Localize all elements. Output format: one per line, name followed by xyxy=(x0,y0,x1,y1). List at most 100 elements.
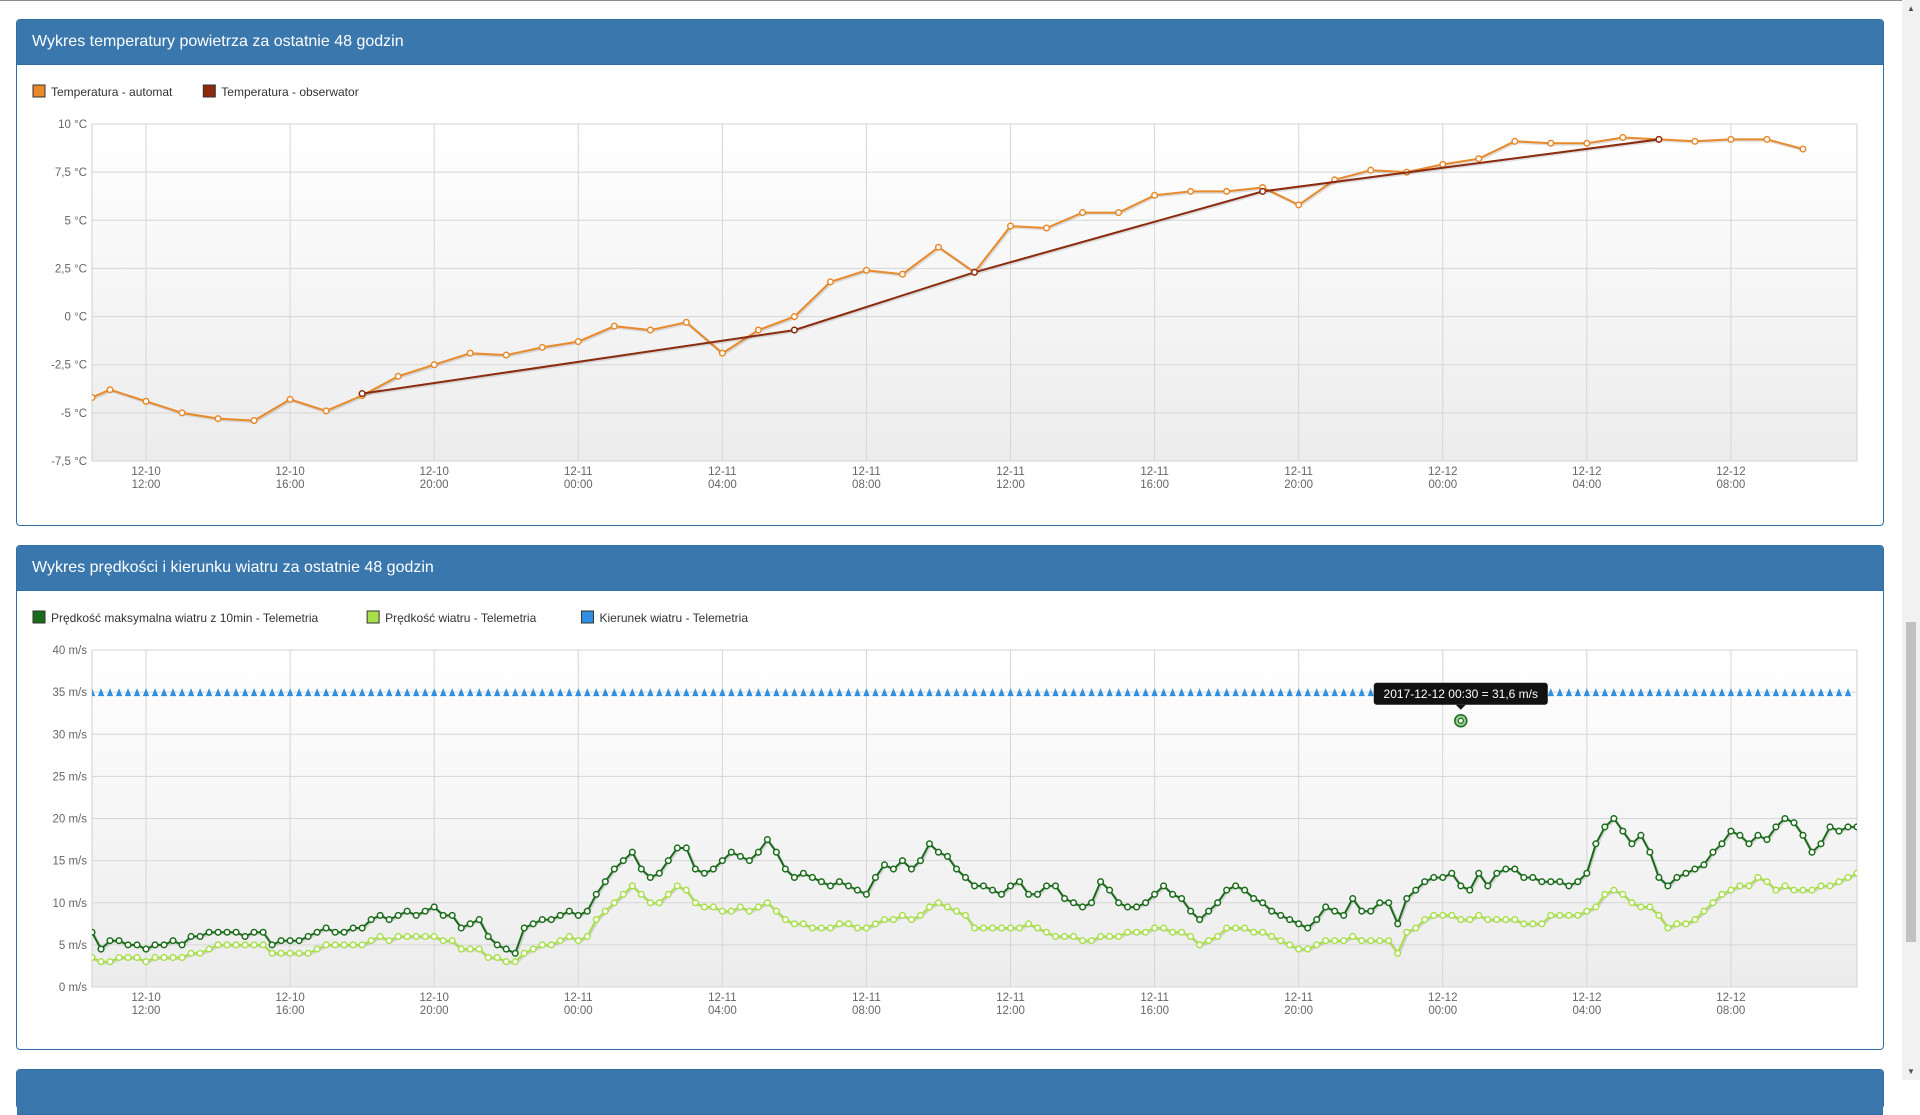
data-point xyxy=(277,949,285,957)
wind-direction-marker xyxy=(1043,688,1050,697)
data-point xyxy=(1223,187,1231,195)
x-tick-date: 12-11 xyxy=(708,466,737,478)
wind-direction-marker xyxy=(746,688,753,697)
wind-direction-marker xyxy=(485,688,492,697)
data-point xyxy=(259,928,267,936)
data-point xyxy=(1881,866,1883,872)
data-point xyxy=(727,848,735,856)
legend-swatch xyxy=(581,610,594,624)
wind-direction-marker xyxy=(782,688,789,697)
wind-direction-marker xyxy=(1610,688,1618,697)
data-point xyxy=(691,865,699,873)
wind-direction-marker xyxy=(1619,688,1627,697)
data-point xyxy=(826,278,834,286)
data-point xyxy=(862,266,870,274)
data-point xyxy=(1376,899,1384,907)
data-point xyxy=(853,886,861,894)
wind-direction-marker xyxy=(1115,688,1122,697)
data-point xyxy=(187,932,195,941)
wind-direction-marker xyxy=(1052,688,1059,697)
wind-direction-marker xyxy=(1583,688,1591,697)
y-tick-label: 25 m/s xyxy=(52,771,87,783)
wind-direction-marker xyxy=(1241,688,1248,697)
x-tick-time: 20:00 xyxy=(1284,1005,1313,1017)
x-tick-date: 12-12 xyxy=(1716,466,1745,478)
wind-direction-marker xyxy=(1547,688,1555,697)
data-point xyxy=(718,349,726,357)
data-point xyxy=(601,878,609,886)
data-point xyxy=(547,916,555,924)
data-point xyxy=(538,941,546,949)
data-point xyxy=(1160,882,1168,890)
scroll-down-icon[interactable]: ▼ xyxy=(1907,1067,1915,1076)
data-point xyxy=(745,857,753,865)
data-point xyxy=(988,924,997,932)
wind-direction-marker xyxy=(944,688,951,697)
wind-direction-marker xyxy=(1205,688,1212,697)
data-point xyxy=(637,890,645,898)
data-point xyxy=(394,932,402,941)
data-point xyxy=(1817,882,1825,890)
scroll-up-icon[interactable]: ▲ xyxy=(1907,4,1915,13)
wind-direction-marker xyxy=(92,688,96,697)
wind-direction-marker xyxy=(503,688,510,697)
data-point xyxy=(799,920,807,928)
legend-label: Prędkość maksymalna wiatru z 10min - Tel… xyxy=(51,611,319,625)
data-point xyxy=(736,903,744,911)
wind-direction-marker xyxy=(827,688,834,697)
data-point xyxy=(196,932,204,941)
data-point xyxy=(106,937,114,945)
data-point xyxy=(952,865,961,873)
y-tick-label: -7,5 °C xyxy=(51,456,87,468)
data-point xyxy=(898,857,907,865)
data-point xyxy=(997,924,1006,932)
data-point xyxy=(421,907,429,915)
data-point xyxy=(178,941,186,949)
data-point xyxy=(349,924,357,932)
data-point xyxy=(1772,886,1780,894)
wind-direction-marker xyxy=(1124,688,1131,697)
data-point xyxy=(610,322,618,330)
x-tick-time: 04:00 xyxy=(708,479,737,491)
data-point xyxy=(421,932,429,941)
data-point xyxy=(232,928,240,936)
wind-direction-marker xyxy=(467,688,474,697)
scroll-thumb[interactable] xyxy=(1906,622,1916,942)
data-point xyxy=(1187,907,1195,915)
data-point xyxy=(556,911,564,919)
data-point xyxy=(349,941,357,949)
data-point xyxy=(1475,869,1483,877)
wind-direction-marker xyxy=(476,688,483,697)
data-point xyxy=(1682,869,1690,877)
wind-direction-marker xyxy=(232,688,240,697)
wind-direction-marker xyxy=(1061,688,1068,697)
wind-direction-marker xyxy=(800,688,807,697)
scrollbar[interactable]: ▲ ▼ xyxy=(1902,0,1920,1080)
wind-direction-marker xyxy=(521,688,528,697)
data-point xyxy=(1214,932,1222,941)
wind-direction-marker xyxy=(1790,688,1798,697)
data-point xyxy=(637,865,645,873)
data-point xyxy=(1033,924,1042,932)
data-point xyxy=(1232,924,1240,932)
data-point xyxy=(322,407,330,415)
y-tick-label: -5 °C xyxy=(61,408,87,420)
wind-direction-marker xyxy=(115,688,123,697)
wind-direction-marker xyxy=(620,688,627,697)
data-point xyxy=(1403,894,1411,903)
data-point xyxy=(1709,899,1717,907)
wind-direction-marker xyxy=(1664,688,1672,697)
data-point xyxy=(1142,928,1150,936)
wind-direction-marker xyxy=(530,688,537,697)
data-point xyxy=(1097,878,1105,886)
wind-direction-marker xyxy=(1592,688,1600,697)
x-tick-time: 00:00 xyxy=(564,1005,593,1017)
data-point xyxy=(1205,907,1213,915)
data-point xyxy=(1547,139,1555,147)
data-point xyxy=(1439,160,1447,168)
data-point xyxy=(1646,848,1654,856)
data-point xyxy=(295,949,303,957)
data-point xyxy=(214,415,222,423)
data-point xyxy=(646,899,654,907)
data-point xyxy=(151,941,159,949)
